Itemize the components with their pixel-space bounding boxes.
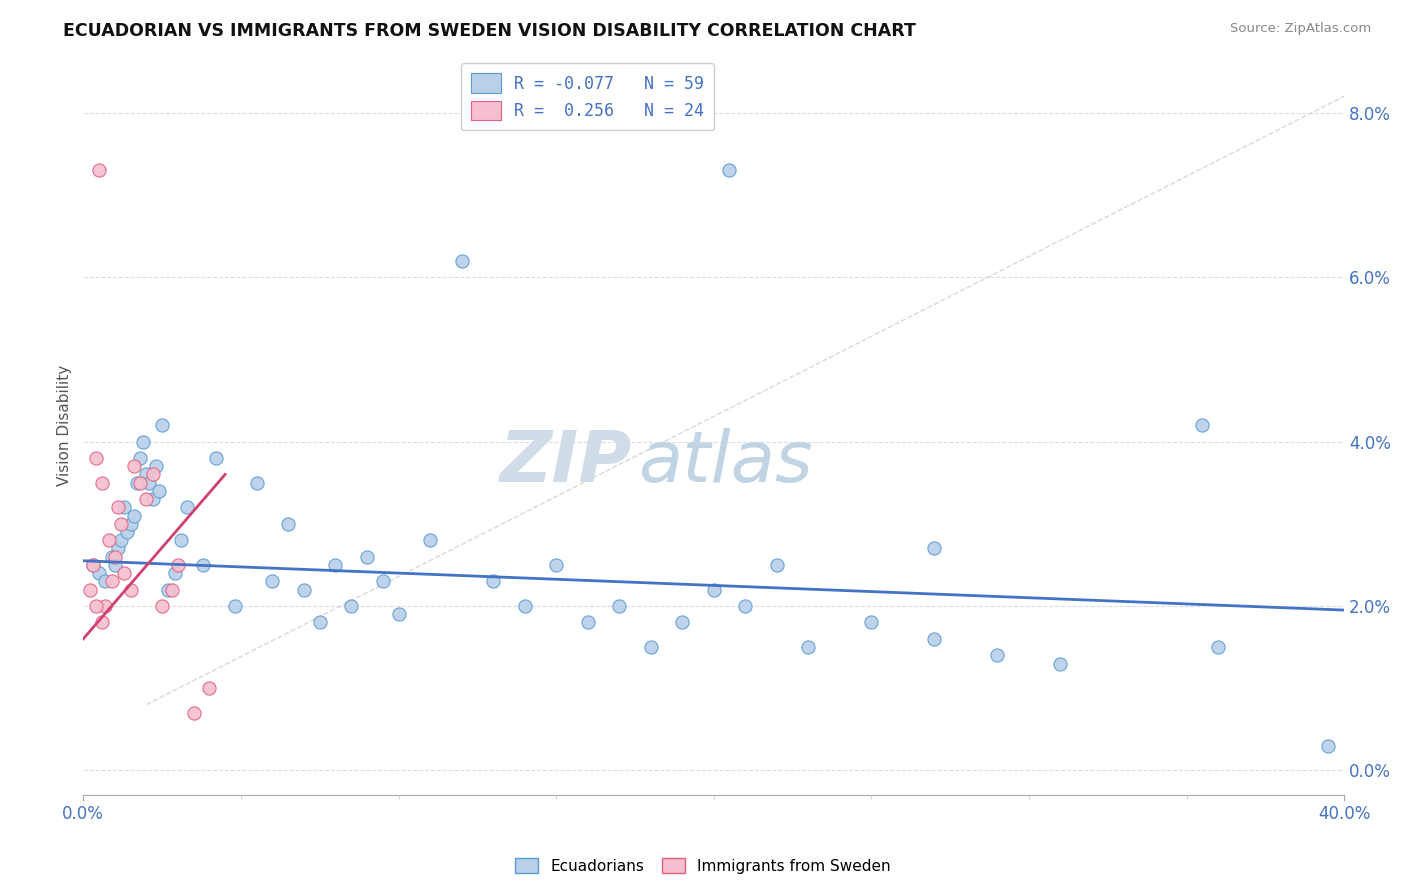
Point xyxy=(1206,640,1229,654)
Point xyxy=(117,524,139,539)
Point xyxy=(176,500,198,515)
Point xyxy=(142,492,165,507)
Point xyxy=(924,632,946,646)
Point xyxy=(135,467,157,482)
Point xyxy=(183,706,205,720)
Point xyxy=(718,163,741,178)
Point xyxy=(986,648,1008,663)
Legend: Ecuadorians, Immigrants from Sweden: Ecuadorians, Immigrants from Sweden xyxy=(509,852,897,880)
Point xyxy=(135,492,157,507)
Point xyxy=(82,558,104,572)
Point xyxy=(125,475,148,490)
Point xyxy=(356,549,378,564)
Point xyxy=(246,475,269,490)
Point xyxy=(797,640,820,654)
Point xyxy=(157,582,180,597)
Point xyxy=(513,599,536,613)
Point xyxy=(671,615,693,630)
Point xyxy=(308,615,330,630)
Point xyxy=(325,558,347,572)
Point xyxy=(924,541,946,556)
Point xyxy=(79,582,101,597)
Point xyxy=(371,574,394,589)
Point xyxy=(166,558,188,572)
Point xyxy=(82,558,104,572)
Point xyxy=(482,574,505,589)
Point xyxy=(94,574,117,589)
Text: ECUADORIAN VS IMMIGRANTS FROM SWEDEN VISION DISABILITY CORRELATION CHART: ECUADORIAN VS IMMIGRANTS FROM SWEDEN VIS… xyxy=(63,22,917,40)
Point xyxy=(734,599,756,613)
Text: ZIP: ZIP xyxy=(499,427,631,497)
Point xyxy=(262,574,284,589)
Point xyxy=(1317,739,1340,753)
Point xyxy=(110,533,132,548)
Point xyxy=(122,508,145,523)
Point xyxy=(138,475,160,490)
Point xyxy=(84,599,107,613)
Point xyxy=(142,467,165,482)
Point xyxy=(148,483,170,498)
Point xyxy=(640,640,662,654)
Point xyxy=(607,599,630,613)
Point xyxy=(132,434,155,449)
Y-axis label: Vision Disability: Vision Disability xyxy=(58,365,72,486)
Point xyxy=(277,516,299,531)
Point xyxy=(87,163,110,178)
Point xyxy=(91,615,114,630)
Point xyxy=(387,607,409,622)
Point xyxy=(112,566,135,580)
Point xyxy=(160,582,183,597)
Point xyxy=(163,566,186,580)
Point xyxy=(1191,418,1213,433)
Point xyxy=(546,558,568,572)
Point xyxy=(87,566,110,580)
Point xyxy=(703,582,725,597)
Point xyxy=(94,599,117,613)
Point xyxy=(191,558,214,572)
Point xyxy=(340,599,363,613)
Point xyxy=(198,681,221,696)
Point xyxy=(1049,657,1071,671)
Point xyxy=(450,253,472,268)
Text: atlas: atlas xyxy=(638,427,813,497)
Point xyxy=(145,459,167,474)
Point xyxy=(84,450,107,465)
Point xyxy=(224,599,246,613)
Point xyxy=(860,615,883,630)
Point xyxy=(170,533,193,548)
Point xyxy=(100,574,122,589)
Point xyxy=(122,459,145,474)
Point xyxy=(129,475,152,490)
Point xyxy=(150,418,173,433)
Text: Source: ZipAtlas.com: Source: ZipAtlas.com xyxy=(1230,22,1371,36)
Point xyxy=(765,558,787,572)
Point xyxy=(110,516,132,531)
Point xyxy=(150,599,173,613)
Point xyxy=(104,549,127,564)
Point xyxy=(120,582,142,597)
Point xyxy=(112,500,135,515)
Point xyxy=(104,558,127,572)
Point xyxy=(120,516,142,531)
Point xyxy=(97,533,120,548)
Point xyxy=(107,541,129,556)
Point xyxy=(107,500,129,515)
Point xyxy=(204,450,226,465)
Point xyxy=(419,533,441,548)
Point xyxy=(129,450,152,465)
Point xyxy=(100,549,122,564)
Legend: R = -0.077   N = 59, R =  0.256   N = 24: R = -0.077 N = 59, R = 0.256 N = 24 xyxy=(461,63,714,130)
Point xyxy=(292,582,315,597)
Point xyxy=(91,475,114,490)
Point xyxy=(576,615,599,630)
